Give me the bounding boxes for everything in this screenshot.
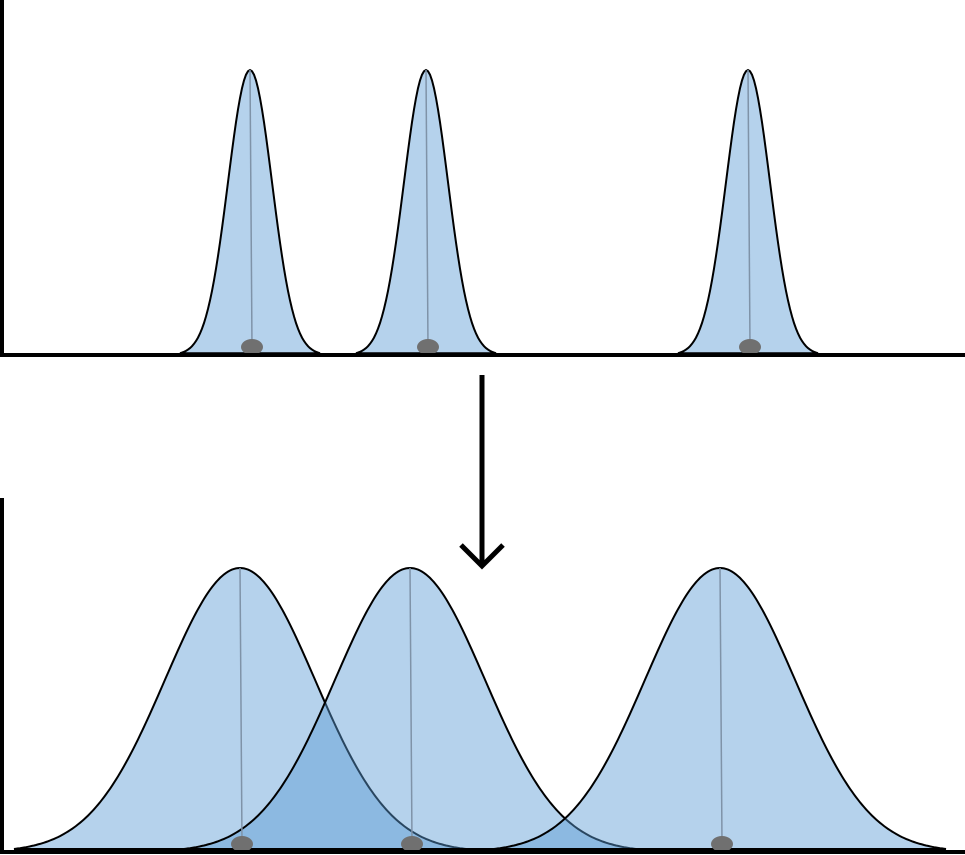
bell-curve [677, 68, 819, 355]
mean-dot [401, 836, 423, 852]
bell-curve [493, 566, 947, 850]
mean-line [249, 69, 253, 348]
mean-dot [241, 339, 263, 355]
mean-dot [231, 836, 253, 852]
mean-line [239, 567, 243, 845]
mean-dot [739, 339, 761, 355]
wide-distributions [13, 566, 947, 852]
mean-line [747, 69, 751, 348]
mean-line [409, 567, 413, 845]
narrow-distributions [179, 68, 819, 355]
bell-curve [183, 566, 637, 850]
bell-curve [179, 68, 321, 355]
mean-line [425, 69, 429, 348]
bell-curve [355, 68, 497, 355]
bell-curve [13, 566, 467, 850]
mean-dot [417, 339, 439, 355]
arrow-head [459, 543, 505, 570]
mean-line [719, 567, 723, 845]
mean-dot [711, 836, 733, 852]
